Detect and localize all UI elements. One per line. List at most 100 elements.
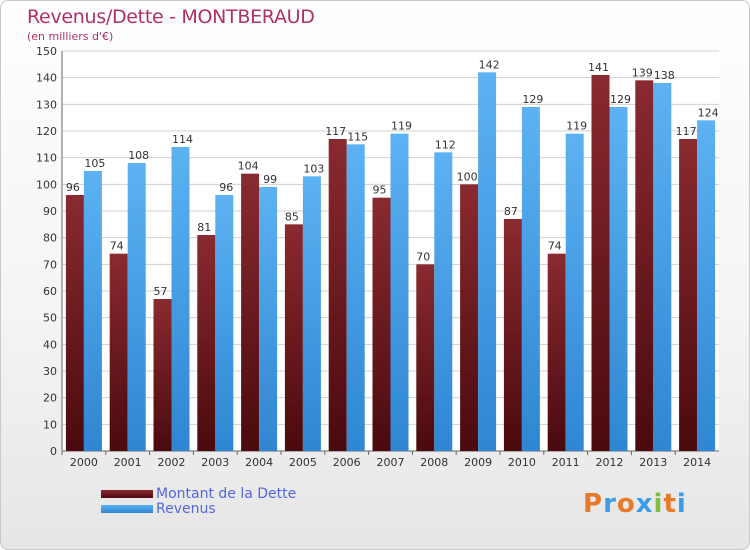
bar-debt: [547, 253, 566, 451]
data-label-revenus: 112: [435, 138, 456, 151]
data-label-revenus: 129: [610, 93, 631, 106]
bar-debt: [284, 224, 303, 451]
x-tick-label: 2007: [377, 456, 405, 469]
data-label-revenus: 99: [263, 173, 277, 186]
y-tick-label: 30: [43, 365, 57, 378]
bar-debt: [372, 197, 391, 451]
bar-debt: [635, 80, 654, 451]
bar-revenus: [302, 176, 321, 452]
logo-letter: r: [603, 489, 617, 519]
y-tick-label: 60: [43, 285, 57, 298]
bar-debt: [416, 264, 435, 451]
bar-debt: [460, 184, 479, 452]
bar-revenus: [565, 133, 584, 451]
bar-debt: [65, 195, 84, 451]
data-label-revenus: 142: [479, 58, 500, 71]
bar-debt: [241, 173, 260, 451]
y-tick-label: 110: [36, 152, 57, 165]
y-tick-label: 0: [50, 445, 57, 458]
bar-revenus: [697, 120, 716, 451]
bar-revenus: [171, 147, 190, 451]
x-tick-label: 2010: [508, 456, 536, 469]
logo-letter: o: [616, 489, 636, 519]
logo-letter: i: [653, 489, 664, 519]
bar-revenus: [259, 187, 278, 451]
data-label-revenus: 138: [654, 69, 675, 82]
y-tick-label: 10: [43, 418, 57, 431]
bar-revenus: [215, 195, 234, 451]
y-tick-label: 130: [36, 98, 57, 111]
data-label-debt: 117: [676, 125, 697, 138]
bar-debt: [679, 139, 698, 451]
chart-title: Revenus/Dette - MONTBERAUD: [27, 6, 315, 28]
data-label-debt: 81: [197, 221, 211, 234]
y-tick-label: 20: [43, 392, 57, 405]
bar-debt: [328, 139, 347, 451]
bar-debt: [109, 253, 128, 451]
bar-debt: [197, 235, 216, 451]
y-tick-label: 120: [36, 125, 57, 138]
logo-letter: i: [676, 489, 687, 519]
y-tick-label: 150: [36, 45, 57, 58]
data-label-revenus: 105: [84, 157, 105, 170]
y-tick-label: 40: [43, 338, 57, 351]
data-label-debt: 100: [457, 170, 478, 183]
legend-label-revenus: Revenus: [156, 501, 216, 517]
x-tick-label: 2013: [639, 456, 667, 469]
x-tick-label: 2000: [70, 456, 98, 469]
data-label-revenus: 108: [128, 149, 149, 162]
x-tick-label: 2002: [158, 456, 186, 469]
x-tick-label: 2003: [201, 456, 229, 469]
data-label-revenus: 96: [219, 181, 233, 194]
y-tick-label: 100: [36, 178, 57, 191]
data-label-debt: 74: [548, 240, 562, 253]
data-label-debt: 139: [632, 66, 653, 79]
data-label-revenus: 103: [303, 162, 324, 175]
logo-letter: t: [663, 489, 677, 519]
y-tick-label: 140: [36, 72, 57, 85]
y-tick-label: 80: [43, 232, 57, 245]
bars-layer: [65, 72, 716, 452]
bar-debt: [591, 75, 610, 451]
bar-revenus: [521, 107, 540, 451]
data-label-revenus: 129: [522, 93, 543, 106]
bar-debt: [503, 219, 522, 451]
data-label-debt: 95: [373, 184, 387, 197]
data-label-revenus: 115: [347, 130, 368, 143]
bar-revenus: [434, 152, 453, 452]
data-label-debt: 70: [416, 250, 430, 263]
legend-label-debt: Montant de la Dette: [156, 486, 297, 502]
labels-layer: 0 10 20 30 40 50 60 70 80 90 100 110 120 130 140 150 200…: [36, 45, 719, 469]
data-label-debt: 104: [238, 160, 259, 173]
bar-revenus: [653, 83, 672, 451]
bar-revenus: [83, 171, 102, 451]
data-label-debt: 96: [66, 181, 80, 194]
x-tick-label: 2012: [596, 456, 624, 469]
data-label-debt: 85: [285, 210, 299, 223]
x-tick-label: 2006: [333, 456, 361, 469]
logo-letter: P: [583, 489, 604, 519]
x-tick-label: 2008: [420, 456, 448, 469]
data-label-debt: 141: [588, 61, 609, 74]
legend-swatch-revenus: [101, 505, 153, 513]
x-tick-label: 2004: [245, 456, 273, 469]
x-tick-label: 2011: [552, 456, 580, 469]
chart-subtitle: (en milliers d'€): [27, 30, 114, 43]
bar-revenus: [478, 72, 497, 451]
data-label-revenus: 119: [391, 120, 412, 133]
data-label-debt: 117: [325, 125, 346, 138]
bar-debt: [153, 299, 172, 451]
proxiti-logo: Proxiti: [583, 489, 687, 519]
legend-swatch-debt: [101, 490, 153, 498]
y-tick-label: 90: [43, 205, 57, 218]
x-tick-label: 2005: [289, 456, 317, 469]
data-label-debt: 87: [504, 205, 518, 218]
x-tick-label: 2014: [683, 456, 711, 469]
data-label-revenus: 124: [698, 106, 719, 119]
bar-revenus: [609, 107, 628, 451]
y-tick-label: 70: [43, 258, 57, 271]
y-tick-label: 50: [43, 312, 57, 325]
data-label-debt: 57: [154, 285, 168, 298]
